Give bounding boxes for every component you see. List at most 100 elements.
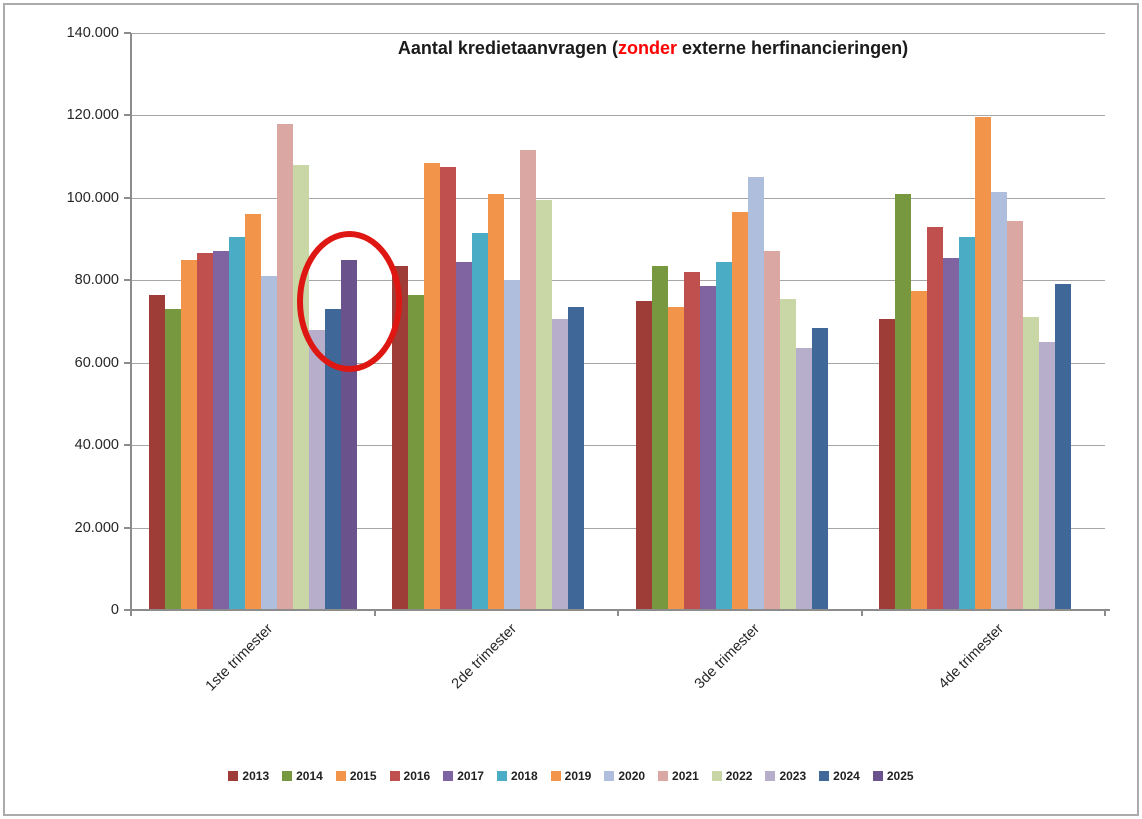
y-tick-mark: [124, 361, 131, 364]
bar-2023-3de-trimester: [795, 348, 812, 610]
y-axis-line: [130, 33, 132, 610]
legend-label-2015: 2015: [349, 769, 377, 783]
bar-2024-2de-trimester: [568, 307, 585, 610]
bar-2021-2de-trimester: [520, 150, 537, 610]
legend-item-2013: 2013: [228, 769, 269, 783]
bar-2020-1ste-trimester: [260, 276, 277, 610]
legend-item-2023: 2023: [765, 769, 806, 783]
legend-swatch-2018: [496, 771, 507, 781]
bar-2016-1ste-trimester: [196, 253, 213, 610]
y-tick-mark: [124, 32, 131, 34]
legend-swatch-2025: [872, 771, 883, 781]
bar-2018-3de-trimester: [715, 261, 732, 610]
chart-title-prefix: Aantal kredietaanvragen (: [397, 38, 618, 58]
legend-swatch-2017: [443, 771, 454, 781]
y-tick-mark: [124, 279, 131, 282]
bar-2020-3de-trimester: [747, 177, 764, 610]
legend-label-2021: 2021: [672, 769, 699, 783]
legend-label-2023: 2023: [779, 769, 807, 783]
y-tick-label: 20.000: [74, 519, 119, 536]
legend-item-2017: 2017: [443, 769, 484, 783]
bar-2018-2de-trimester: [472, 232, 489, 610]
y-tick-label: 120.000: [66, 107, 119, 124]
legend-label-2014: 2014: [296, 769, 323, 783]
bar-2017-1ste-trimester: [212, 251, 229, 610]
legend-swatch-2024: [819, 771, 830, 781]
y-tick-label: 140.000: [66, 25, 119, 41]
bar-2013-2de-trimester: [392, 265, 409, 610]
legend-label-2019: 2019: [564, 769, 592, 783]
bar-2024-1ste-trimester: [324, 309, 341, 610]
legend-swatch-2015: [335, 771, 346, 781]
x-tick-mark: [617, 610, 619, 616]
bar-2021-1ste-trimester: [276, 123, 293, 610]
y-tick-label: 40.000: [74, 437, 119, 454]
x-tick-mark: [130, 610, 132, 616]
legend-swatch-2020: [604, 771, 615, 781]
legend-item-2014: 2014: [282, 769, 323, 783]
legend-item-2016: 2016: [389, 769, 431, 783]
bar-2023-1ste-trimester: [308, 329, 325, 610]
gridline: [131, 280, 1105, 282]
gridline: [131, 362, 1105, 364]
bar-2023-4de-trimester: [1039, 342, 1056, 610]
bar-2016-4de-trimester: [927, 226, 944, 610]
y-tick-mark: [124, 444, 131, 447]
legend-label-2020: 2020: [618, 769, 646, 783]
bar-2013-1ste-trimester: [148, 294, 165, 610]
legend-item-2022: 2022: [711, 769, 753, 783]
x-tick-mark: [860, 610, 863, 616]
chart-border: [3, 3, 1139, 816]
bar-2016-3de-trimester: [683, 272, 700, 610]
y-tick-mark: [124, 609, 131, 611]
chart-title-highlight: zonder: [617, 38, 677, 58]
legend-item-2018: 2018: [496, 769, 538, 783]
gridline: [131, 33, 1105, 34]
bar-2019-1ste-trimester: [244, 214, 261, 610]
y-tick-label: 60.000: [74, 354, 119, 371]
legend-item-2015: 2015: [335, 769, 377, 783]
x-axis-line: [130, 609, 1110, 611]
chart-title-suffix: externe herfinancieringen): [677, 38, 909, 58]
legend-item-2025: 2025: [872, 769, 914, 783]
gridline: [131, 527, 1105, 529]
bar-2013-3de-trimester: [635, 300, 652, 610]
bar-2020-2de-trimester: [504, 280, 521, 610]
legend-swatch-2023: [765, 771, 776, 781]
bar-2022-2de-trimester: [536, 199, 553, 610]
bar-2019-3de-trimester: [731, 212, 748, 610]
legend-swatch-2019: [550, 771, 561, 781]
bar-2017-2de-trimester: [456, 261, 473, 610]
bar-2019-2de-trimester: [488, 193, 505, 610]
legend-swatch-2013: [228, 771, 239, 781]
legend-label-2013: 2013: [242, 769, 270, 783]
bar-2018-1ste-trimester: [228, 237, 245, 610]
bar-2014-3de-trimester: [651, 265, 668, 610]
legend-item-2021: 2021: [658, 769, 699, 783]
legend-swatch-2021: [658, 771, 669, 781]
legend: 2013 2014 2015 2016 2017 2018 2019 2020 2021 2022…: [0, 769, 1142, 783]
bar-2014-1ste-trimester: [164, 309, 181, 610]
gridline: [131, 197, 1105, 199]
bar-2013-4de-trimester: [879, 319, 896, 610]
bar-2023-2de-trimester: [552, 319, 569, 610]
bar-2021-3de-trimester: [763, 251, 780, 610]
bar-2017-3de-trimester: [699, 286, 716, 610]
legend-label-2018: 2018: [510, 769, 538, 783]
bar-2014-2de-trimester: [408, 294, 425, 610]
bar-2016-2de-trimester: [440, 166, 457, 610]
bar-2024-3de-trimester: [811, 327, 828, 610]
bar-2015-2de-trimester: [424, 162, 441, 610]
bar-2017-4de-trimester: [943, 257, 960, 610]
bar-2015-3de-trimester: [667, 307, 684, 610]
legend-label-2025: 2025: [886, 769, 914, 783]
legend-label-2017: 2017: [457, 769, 484, 783]
bar-2020-4de-trimester: [991, 191, 1008, 610]
chart-title: Aantal kredietaanvragen (zonder externe …: [166, 38, 1140, 59]
y-tick-label: 80.000: [74, 272, 119, 289]
bar-2018-4de-trimester: [959, 237, 976, 610]
legend-item-2019: 2019: [550, 769, 592, 783]
legend-label-2016: 2016: [403, 769, 431, 783]
legend-label-2022: 2022: [725, 769, 753, 783]
gridline: [131, 445, 1105, 447]
